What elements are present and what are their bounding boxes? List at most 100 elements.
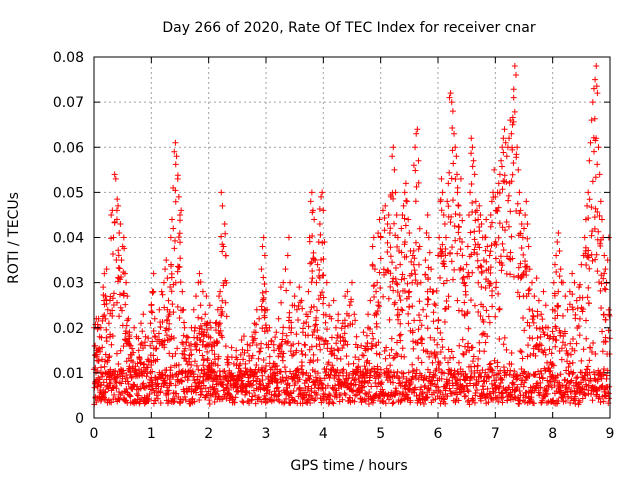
data-point — [203, 342, 210, 349]
data-point — [337, 338, 344, 345]
data-point — [435, 384, 441, 391]
data-point — [161, 304, 168, 311]
data-point — [144, 370, 151, 377]
data-point — [133, 333, 140, 340]
data-point — [152, 334, 159, 341]
data-point — [198, 315, 205, 322]
data-point — [283, 339, 290, 346]
data-point — [510, 86, 517, 93]
data-point — [157, 399, 164, 406]
data-point — [174, 345, 181, 352]
data-point — [517, 347, 524, 354]
data-point — [195, 366, 202, 373]
data-point — [388, 335, 395, 342]
data-point — [102, 370, 109, 377]
data-point — [405, 320, 412, 327]
data-point — [474, 362, 481, 369]
data-point — [193, 346, 200, 353]
data-point — [310, 358, 317, 365]
data-point — [387, 253, 394, 260]
data-point — [484, 243, 491, 250]
data-point — [500, 149, 507, 156]
data-point — [470, 157, 477, 164]
data-point — [412, 239, 419, 246]
data-point — [442, 245, 449, 252]
data-point — [147, 342, 154, 349]
data-point — [501, 172, 508, 179]
data-point — [260, 396, 267, 403]
data-point — [307, 399, 314, 406]
data-point — [109, 313, 116, 320]
data-point — [596, 279, 603, 286]
data-point — [571, 347, 578, 354]
data-point — [314, 391, 321, 398]
data-point — [498, 376, 505, 383]
data-point — [418, 340, 425, 347]
data-point — [115, 395, 122, 402]
data-point — [521, 369, 528, 376]
data-point — [104, 306, 111, 313]
data-point — [606, 351, 613, 358]
data-point — [537, 384, 544, 391]
data-point — [154, 338, 161, 345]
data-point — [305, 288, 312, 295]
data-point — [177, 211, 183, 218]
data-point — [384, 239, 391, 246]
data-point — [296, 385, 303, 392]
data-point — [471, 363, 478, 370]
data-point — [482, 369, 489, 376]
data-point — [297, 391, 304, 398]
data-point — [517, 260, 524, 267]
data-point — [494, 208, 501, 215]
data-point — [496, 171, 503, 178]
data-point — [373, 311, 380, 318]
data-point — [188, 351, 195, 358]
data-point — [578, 304, 585, 311]
data-point — [115, 252, 122, 259]
data-point — [399, 307, 406, 314]
data-point — [429, 380, 436, 387]
data-point — [268, 338, 275, 345]
data-point — [157, 323, 164, 330]
data-point — [471, 171, 478, 178]
plot-frame — [93, 56, 611, 419]
data-point — [600, 398, 607, 405]
data-point — [456, 266, 463, 273]
data-point — [373, 323, 380, 330]
data-point — [416, 298, 423, 305]
data-point — [584, 366, 591, 373]
data-point — [148, 361, 155, 368]
data-point — [312, 395, 319, 402]
data-point — [201, 370, 208, 377]
data-point — [585, 300, 592, 307]
data-point — [432, 302, 439, 309]
data-point — [534, 312, 541, 319]
data-point — [145, 335, 152, 342]
y-tick-label: 0 — [75, 411, 84, 427]
data-point — [99, 344, 106, 351]
data-point — [127, 393, 134, 400]
data-point — [521, 327, 528, 334]
data-point — [409, 303, 416, 310]
data-point — [262, 367, 269, 374]
data-point — [382, 400, 389, 407]
data-point — [561, 376, 568, 383]
data-point — [179, 367, 186, 374]
data-point — [376, 371, 383, 378]
data-point — [475, 308, 482, 315]
data-point — [140, 311, 147, 318]
data-point — [425, 264, 432, 271]
data-point — [456, 224, 463, 231]
data-point — [321, 239, 328, 246]
data-point — [450, 354, 457, 361]
data-point — [111, 171, 118, 178]
data-point — [486, 374, 493, 381]
data-point — [165, 397, 172, 404]
data-point — [499, 240, 506, 247]
x-tick-label: 4 — [319, 426, 328, 442]
data-point — [370, 395, 377, 402]
data-point — [487, 360, 494, 367]
data-point — [306, 238, 313, 245]
data-point — [193, 362, 200, 369]
data-point — [439, 336, 446, 343]
